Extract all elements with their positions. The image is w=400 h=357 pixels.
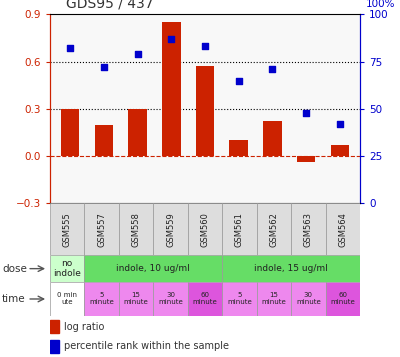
Text: GSM562: GSM562 [269, 212, 278, 247]
Bar [263, 121, 282, 156]
Text: 100%: 100% [366, 0, 396, 9]
Text: 30
minute: 30 minute [158, 292, 183, 306]
Bar [95, 125, 113, 156]
Text: log ratio: log ratio [64, 322, 104, 332]
Bar [153, 203, 188, 255]
Text: 60
minute: 60 minute [193, 292, 217, 306]
Text: no
indole: no indole [53, 259, 81, 278]
Point [168, 36, 174, 42]
Bar [291, 282, 326, 316]
Bar [297, 156, 315, 162]
Bar [222, 282, 257, 316]
Bar [330, 145, 349, 156]
Text: GSM557: GSM557 [97, 212, 106, 247]
Text: 5
minute: 5 minute [89, 292, 114, 306]
Point [303, 110, 309, 116]
Point [101, 64, 107, 70]
Bar [291, 203, 326, 255]
Text: GSM563: GSM563 [304, 212, 313, 247]
Bar [128, 109, 147, 156]
Bar [50, 255, 84, 282]
Text: GSM555: GSM555 [63, 212, 72, 247]
Text: 15
minute: 15 minute [262, 292, 286, 306]
Bar [257, 203, 291, 255]
Bar [84, 255, 222, 282]
Bar [61, 109, 80, 156]
Text: GSM564: GSM564 [338, 212, 347, 247]
Bar [162, 22, 180, 156]
Bar [222, 203, 257, 255]
Bar [326, 203, 360, 255]
Text: GSM561: GSM561 [235, 212, 244, 247]
Text: time: time [2, 294, 26, 304]
Bar [326, 282, 360, 316]
Point [269, 66, 276, 72]
Bar [50, 340, 59, 353]
Bar [188, 282, 222, 316]
Bar [230, 140, 248, 156]
Text: 30
minute: 30 minute [296, 292, 321, 306]
Bar [257, 282, 291, 316]
Text: GSM558: GSM558 [132, 212, 141, 247]
Bar [84, 203, 119, 255]
Point [67, 45, 74, 51]
Bar [196, 66, 214, 156]
Bar [188, 203, 222, 255]
Bar [50, 320, 59, 333]
Bar [222, 255, 360, 282]
Text: GSM559: GSM559 [166, 212, 175, 247]
Bar [153, 282, 188, 316]
Text: GDS95 / 437: GDS95 / 437 [66, 0, 154, 11]
Text: indole, 10 ug/ml: indole, 10 ug/ml [116, 264, 190, 273]
Text: 0 min
ute: 0 min ute [57, 292, 77, 306]
Point [134, 51, 141, 57]
Point [336, 121, 343, 127]
Text: 5
minute: 5 minute [227, 292, 252, 306]
Bar [50, 282, 84, 316]
Bar [119, 282, 153, 316]
Text: percentile rank within the sample: percentile rank within the sample [64, 341, 229, 351]
Text: 60
minute: 60 minute [330, 292, 355, 306]
Bar [84, 282, 119, 316]
Bar [50, 203, 84, 255]
Point [202, 44, 208, 49]
Text: 15
minute: 15 minute [124, 292, 148, 306]
Point [236, 78, 242, 84]
Bar [119, 203, 153, 255]
Text: dose: dose [2, 263, 27, 274]
Text: indole, 15 ug/ml: indole, 15 ug/ml [254, 264, 328, 273]
Text: GSM560: GSM560 [200, 212, 210, 247]
